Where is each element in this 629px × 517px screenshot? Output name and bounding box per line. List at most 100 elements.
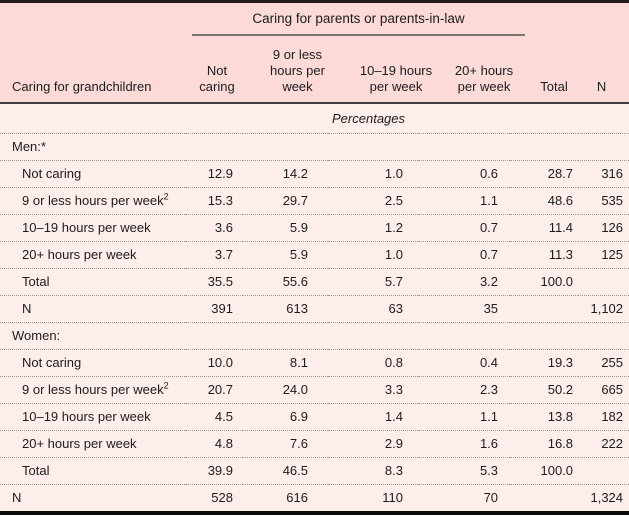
row-label-cell: Women: xyxy=(0,322,185,349)
column-header-9-or-less: 9 or less hours per week xyxy=(243,36,328,104)
value-cell: 100.0 xyxy=(540,463,574,478)
value-cell: 6.9 xyxy=(289,409,308,424)
row-label-superscript: 2 xyxy=(163,380,169,391)
value-cell: 1.0 xyxy=(384,166,403,181)
row-label: 9 or less hours per week xyxy=(22,382,164,397)
value-cell: 535 xyxy=(601,193,624,208)
value-cell xyxy=(578,268,629,295)
row-label-cell: 10–19 hours per week xyxy=(0,403,185,430)
value-cell xyxy=(418,133,510,160)
table-header: Caring for parents or parents-in-law Car… xyxy=(0,3,629,104)
value-cell xyxy=(510,322,578,349)
value-cell: 1.1 xyxy=(479,409,499,424)
value-cell: 50.2 xyxy=(547,382,574,397)
value-cell: 1.2 xyxy=(384,220,403,235)
row-label-cell: 9 or less hours per week2 xyxy=(0,376,185,403)
value-cell: 182 xyxy=(601,409,624,424)
value-cell: 70 xyxy=(483,490,499,506)
value-cell: 125 xyxy=(601,247,624,262)
row-label-cell: Not caring xyxy=(0,160,185,187)
value-cell: 222 xyxy=(601,436,624,451)
value-cell: 4.8 xyxy=(214,436,233,451)
spacer-cell xyxy=(0,3,185,36)
value-cell: 1.1 xyxy=(479,193,499,208)
row-label: Not caring xyxy=(22,166,82,181)
value-cell: 29.7 xyxy=(282,193,308,208)
column-header-n: N xyxy=(578,36,629,104)
table-row: 20+ hours per week 4.8 7.6 2.9 1.6 16.8 … xyxy=(0,430,629,457)
row-label-cell: 10–19 hours per week xyxy=(0,214,185,241)
units-label: Percentages xyxy=(332,110,406,126)
row-label-cell: N xyxy=(0,484,185,511)
row-label: 10–19 hours per week xyxy=(22,220,151,235)
value-cell: 12.9 xyxy=(207,166,233,181)
row-label: Women: xyxy=(12,328,61,343)
value-cell: 55.6 xyxy=(282,274,308,289)
row-label-superscript: 2 xyxy=(163,191,169,202)
column-header-20-plus: 20+ hours per week xyxy=(418,36,513,104)
value-cell: 8.3 xyxy=(384,463,403,478)
value-cell: 5.9 xyxy=(289,220,308,235)
row-label-cell: Men:* xyxy=(0,133,185,160)
table-row: Total 35.5 55.6 5.7 3.2 100.0 xyxy=(0,268,629,295)
value-cell: 613 xyxy=(286,301,308,316)
value-cell: 3.3 xyxy=(384,382,403,397)
value-cell: 0.7 xyxy=(479,247,499,262)
value-cell: 11.4 xyxy=(548,220,574,235)
value-cell: 3.7 xyxy=(214,247,233,262)
row-label: N xyxy=(12,490,22,506)
value-cell xyxy=(418,322,510,349)
value-cell: 1.0 xyxy=(384,247,403,262)
value-cell: 0.4 xyxy=(479,355,499,370)
value-cell: 2.9 xyxy=(384,436,403,451)
value-cell: 0.8 xyxy=(384,355,403,370)
value-cell: 19.3 xyxy=(547,355,574,370)
value-cell: 1.6 xyxy=(479,436,499,451)
value-cell: 5.7 xyxy=(384,274,403,289)
table-row: Not caring 10.0 8.1 0.8 0.4 19.3 255 xyxy=(0,349,629,376)
units-cell: Percentages xyxy=(0,103,629,133)
row-label-cell: 9 or less hours per week2 xyxy=(0,187,185,214)
row-label: Not caring xyxy=(22,355,82,370)
value-cell: 28.7 xyxy=(547,166,574,181)
value-cell: 16.8 xyxy=(547,436,574,451)
table-row: N 528 616 110 70 1,324 xyxy=(0,484,629,511)
column-header-row: Caring for grandchildren Not caring 9 or… xyxy=(0,36,629,104)
row-label-cell: N xyxy=(0,295,185,322)
row-label: Total xyxy=(22,463,50,478)
value-cell: 10.0 xyxy=(207,355,233,370)
row-label: 20+ hours per week xyxy=(22,247,137,262)
value-cell: 1,102 xyxy=(590,301,624,316)
value-cell: 100.0 xyxy=(540,274,574,289)
row-label: N xyxy=(22,301,32,316)
row-label: Men:* xyxy=(12,139,46,154)
value-cell xyxy=(510,133,578,160)
value-cell xyxy=(243,322,328,349)
row-label: 20+ hours per week xyxy=(22,436,137,451)
row-label: 10–19 hours per week xyxy=(22,409,151,424)
value-cell: 616 xyxy=(286,490,308,506)
row-label: 9 or less hours per week xyxy=(22,193,164,208)
value-cell xyxy=(578,457,629,484)
value-cell: 1.4 xyxy=(384,409,403,424)
table-row: 9 or less hours per week2 15.3 29.7 2.5 … xyxy=(0,187,629,214)
spanner-row: Caring for parents or parents-in-law xyxy=(0,3,629,36)
value-cell: 13.8 xyxy=(547,409,574,424)
table-row: Women: xyxy=(0,322,629,349)
table-row: N 391 613 63 35 1,102 xyxy=(0,295,629,322)
value-cell: 7.6 xyxy=(289,436,308,451)
value-cell: 15.3 xyxy=(207,193,233,208)
value-cell: 3.2 xyxy=(479,274,499,289)
value-cell: 3.6 xyxy=(214,220,233,235)
value-cell: 2.3 xyxy=(479,382,499,397)
spanner-underline xyxy=(192,34,526,36)
value-cell: 126 xyxy=(601,220,624,235)
value-cell: 48.6 xyxy=(547,193,574,208)
value-cell: 24.0 xyxy=(282,382,308,397)
spanner-label: Caring for parents or parents-in-law xyxy=(252,11,465,26)
value-cell xyxy=(328,133,418,160)
value-cell: 35 xyxy=(483,301,499,316)
column-header-not-caring: Not caring xyxy=(185,36,243,104)
value-cell: 46.5 xyxy=(282,463,308,478)
value-cell: 0.7 xyxy=(479,220,499,235)
